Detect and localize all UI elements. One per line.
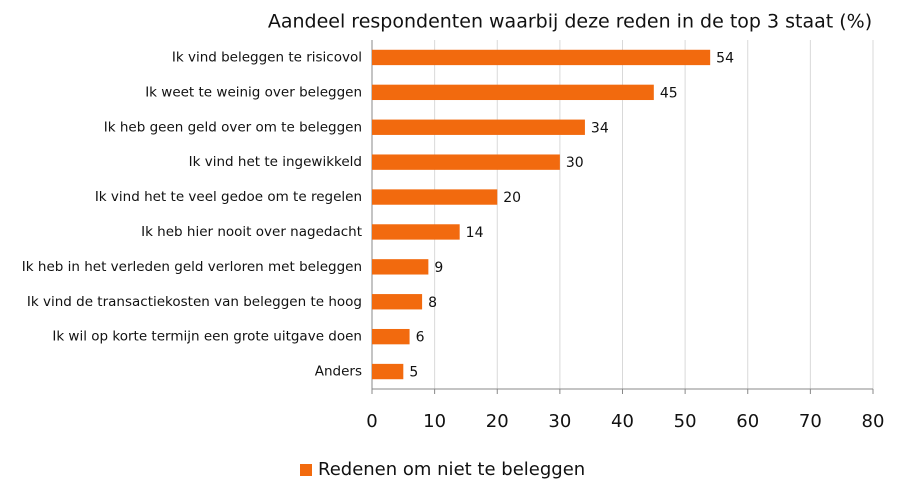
x-tick-label: 20	[486, 411, 509, 432]
y-tick-label: Ik vind beleggen te risicovol	[172, 49, 362, 65]
value-label: 5	[409, 365, 418, 381]
x-tick-label: 0	[366, 411, 377, 432]
bar	[372, 294, 423, 310]
y-tick-label: Ik heb hier nooit over nagedacht	[141, 224, 362, 240]
y-tick-label: Ik vind het te veel gedoe om te regelen	[95, 189, 362, 205]
bar	[372, 224, 460, 240]
y-tick-label: Ik wil op korte termijn een grote uitgav…	[52, 329, 362, 345]
x-tick-label: 80	[862, 411, 885, 432]
value-label: 6	[416, 330, 425, 346]
y-tick-label: Ik heb in het verleden geld verloren met…	[22, 259, 362, 275]
x-tick-label: 10	[423, 411, 446, 432]
bar	[372, 189, 498, 205]
bar	[372, 363, 404, 380]
value-label: 9	[434, 260, 443, 276]
y-tick-label: Ik vind de transactiekosten van beleggen…	[27, 294, 362, 310]
legend-swatch	[300, 464, 312, 476]
y-tick-label: Anders	[315, 364, 362, 380]
bar	[372, 328, 410, 345]
value-label: 20	[503, 190, 521, 206]
y-tick-label: Ik heb geen geld over om te beleggen	[104, 119, 362, 135]
chart-title: Aandeel respondenten waarbij deze reden …	[268, 11, 872, 33]
x-tick-label: 70	[799, 411, 822, 432]
x-tick-label: 50	[674, 411, 697, 432]
y-tick-label: Ik weet te weinig over beleggen	[145, 84, 362, 100]
value-label: 45	[660, 85, 678, 101]
bar	[372, 259, 429, 275]
x-tick-label: 40	[611, 411, 634, 432]
value-label: 8	[428, 295, 437, 311]
legend-label: Redenen om niet te beleggen	[318, 459, 585, 480]
x-tick-label: 30	[548, 411, 571, 432]
value-label: 34	[591, 120, 609, 136]
bar	[372, 154, 560, 170]
y-tick-label: Ik vind het te ingewikkeld	[189, 154, 362, 170]
value-label: 14	[466, 225, 484, 241]
x-tick-label: 60	[736, 411, 759, 432]
value-label: 30	[566, 155, 584, 171]
bar	[372, 49, 711, 66]
bar	[372, 119, 585, 135]
value-label: 54	[716, 50, 734, 66]
bar	[372, 84, 654, 101]
